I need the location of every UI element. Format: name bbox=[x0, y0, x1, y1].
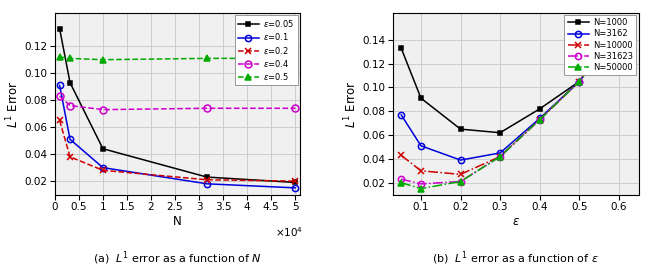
$\varepsilon$=0.4 bbox=[292, 106, 299, 110]
Legend: $\varepsilon$=0.05, $\varepsilon$=0.1, $\varepsilon$=0.2, $\varepsilon$=0.4, $\v: $\varepsilon$=0.05, $\varepsilon$=0.1, $… bbox=[235, 15, 297, 85]
Line: $\varepsilon$=0.5: $\varepsilon$=0.5 bbox=[57, 54, 299, 63]
Line: N=50000: N=50000 bbox=[398, 25, 622, 192]
Y-axis label: $L^1$ Error: $L^1$ Error bbox=[5, 80, 21, 128]
N=50000 bbox=[615, 26, 622, 30]
N=1000 bbox=[496, 131, 504, 134]
$\varepsilon$=0.05 bbox=[292, 181, 299, 184]
$\varepsilon$=0.1 bbox=[99, 166, 107, 169]
$\varepsilon$=0.5 bbox=[203, 57, 211, 60]
N=31623 bbox=[575, 80, 583, 83]
N=10000 bbox=[536, 118, 544, 121]
N=3162 bbox=[575, 80, 583, 83]
$\varepsilon$=0.1 bbox=[203, 182, 211, 185]
N=1000 bbox=[575, 80, 583, 83]
$\varepsilon$=0.5 bbox=[55, 55, 63, 59]
$\varepsilon$=0.2 bbox=[292, 179, 299, 183]
Line: $\varepsilon$=0.1: $\varepsilon$=0.1 bbox=[57, 82, 299, 191]
Y-axis label: $L^1$ Error: $L^1$ Error bbox=[343, 80, 360, 128]
$\varepsilon$=0.05 bbox=[66, 81, 74, 84]
Line: N=1000: N=1000 bbox=[399, 26, 621, 135]
N=3162 bbox=[496, 151, 504, 155]
$\varepsilon$=0.5 bbox=[292, 57, 299, 60]
N=31623 bbox=[457, 180, 464, 183]
$\varepsilon$=0.4 bbox=[99, 108, 107, 111]
Text: $\times 10^4$: $\times 10^4$ bbox=[275, 225, 303, 239]
N=1000 bbox=[536, 107, 544, 111]
$\varepsilon$=0.5 bbox=[99, 58, 107, 61]
N=50000 bbox=[457, 180, 464, 183]
N=10000 bbox=[575, 80, 583, 83]
N=1000 bbox=[615, 26, 622, 30]
N=3162 bbox=[615, 26, 622, 30]
$\varepsilon$=0.2 bbox=[203, 178, 211, 182]
N=3162 bbox=[417, 144, 425, 147]
$\varepsilon$=0.2 bbox=[66, 155, 74, 158]
N=31623 bbox=[615, 26, 622, 30]
N=10000 bbox=[397, 154, 405, 157]
Line: N=31623: N=31623 bbox=[398, 25, 622, 187]
N=3162 bbox=[457, 158, 464, 162]
N=10000 bbox=[615, 26, 622, 30]
N=31623 bbox=[496, 155, 504, 158]
N=3162 bbox=[536, 117, 544, 120]
N=1000 bbox=[457, 128, 464, 131]
N=31623 bbox=[397, 177, 405, 181]
N=50000 bbox=[496, 155, 504, 158]
N=50000 bbox=[417, 187, 425, 190]
N=1000 bbox=[397, 46, 405, 50]
Line: $\varepsilon$=0.4: $\varepsilon$=0.4 bbox=[56, 93, 299, 113]
Line: $\varepsilon$=0.2: $\varepsilon$=0.2 bbox=[56, 117, 299, 185]
N=31623 bbox=[536, 118, 544, 121]
X-axis label: $\varepsilon$: $\varepsilon$ bbox=[512, 215, 520, 228]
$\varepsilon$=0.2 bbox=[99, 169, 107, 172]
Line: N=10000: N=10000 bbox=[398, 24, 622, 178]
$\varepsilon$=0.2 bbox=[55, 119, 63, 122]
$\varepsilon$=0.05 bbox=[55, 27, 63, 30]
$\varepsilon$=0.4 bbox=[203, 106, 211, 110]
N=50000 bbox=[575, 80, 583, 83]
N=1000 bbox=[417, 96, 425, 100]
$\varepsilon$=0.5 bbox=[66, 57, 74, 60]
$\varepsilon$=0.1 bbox=[292, 186, 299, 190]
$\varepsilon$=0.4 bbox=[55, 95, 63, 98]
$\varepsilon$=0.1 bbox=[55, 84, 63, 87]
Legend: N=1000, N=3162, N=10000, N=31623, N=50000: N=1000, N=3162, N=10000, N=31623, N=5000… bbox=[564, 15, 636, 75]
N=50000 bbox=[536, 118, 544, 121]
$\varepsilon$=0.05 bbox=[99, 147, 107, 150]
$\varepsilon$=0.05 bbox=[203, 175, 211, 179]
N=10000 bbox=[457, 173, 464, 176]
N=31623 bbox=[417, 182, 425, 185]
Line: N=3162: N=3162 bbox=[398, 25, 622, 163]
N=50000 bbox=[397, 181, 405, 184]
N=10000 bbox=[496, 155, 504, 158]
$\varepsilon$=0.1 bbox=[66, 138, 74, 141]
N=3162 bbox=[397, 113, 405, 116]
Line: $\varepsilon$=0.05: $\varepsilon$=0.05 bbox=[57, 26, 298, 185]
$\varepsilon$=0.4 bbox=[66, 104, 74, 107]
X-axis label: N: N bbox=[173, 215, 182, 228]
N=10000 bbox=[417, 169, 425, 172]
Text: (a)  $L^1$ error as a function of $N$: (a) $L^1$ error as a function of $N$ bbox=[93, 249, 262, 267]
Text: (b)  $L^1$ error as a function of $\varepsilon$: (b) $L^1$ error as a function of $\varep… bbox=[433, 249, 599, 267]
